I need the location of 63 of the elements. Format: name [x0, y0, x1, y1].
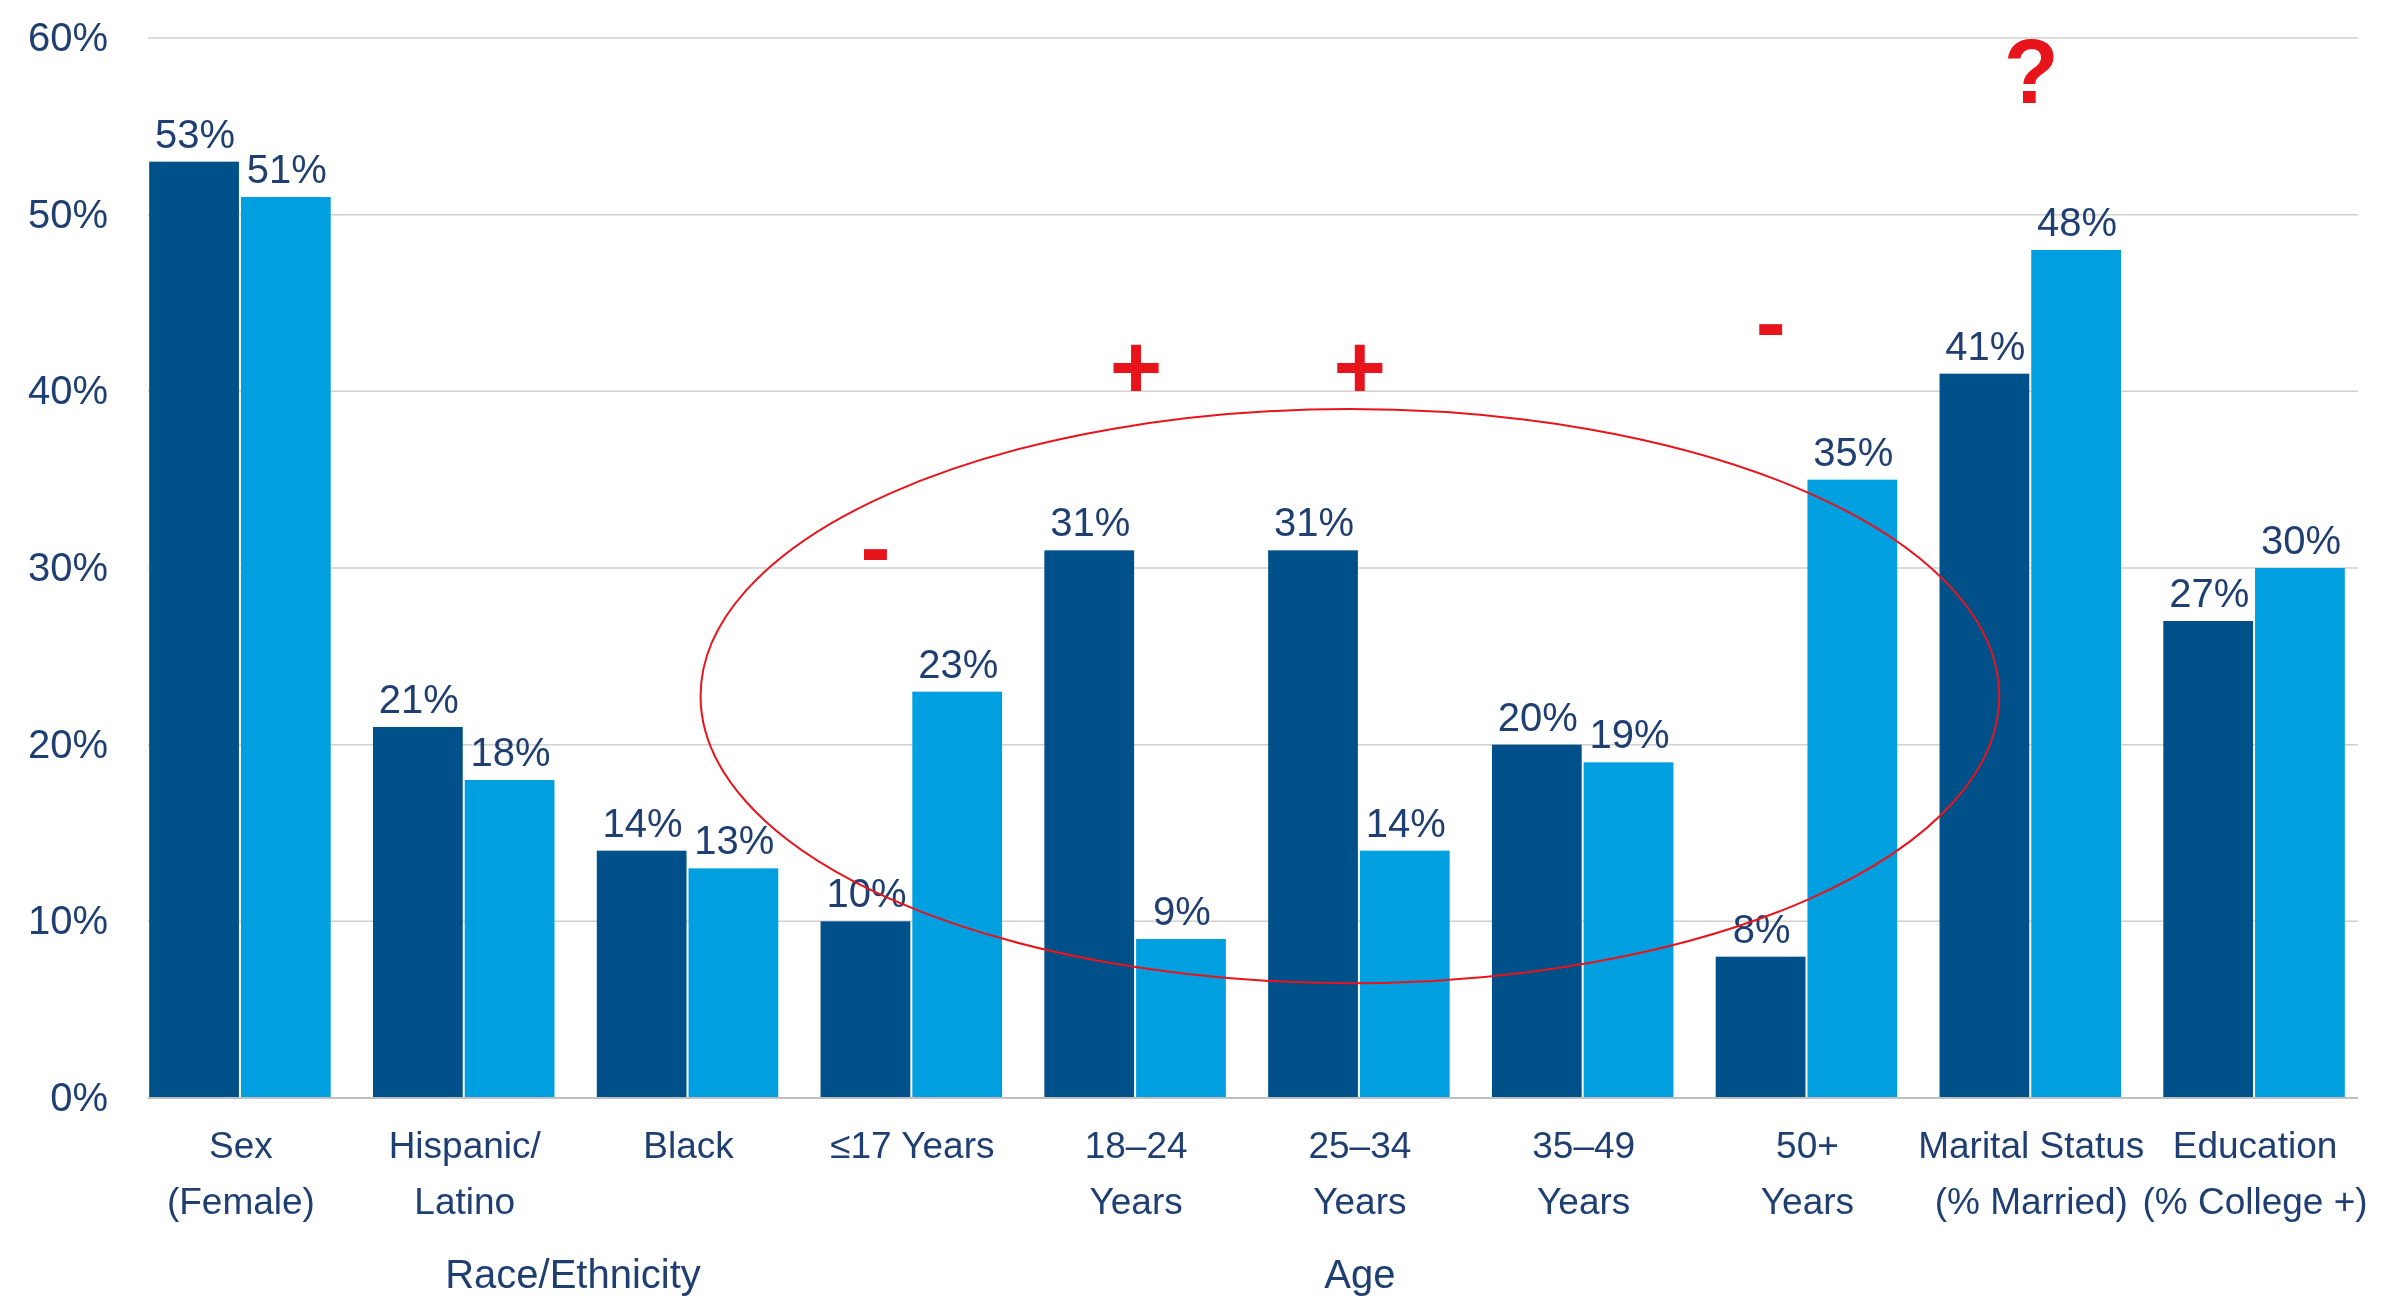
data-label: 20%: [1497, 694, 1578, 739]
bar: [1359, 850, 1450, 1098]
annotation: -: [860, 497, 891, 597]
bar: [1807, 479, 1898, 1098]
x-tick-label: Education (% College +): [2142, 1125, 2368, 1222]
x-tick-label: 35–49 Years: [1532, 1125, 1636, 1222]
data-label: 23%: [918, 641, 999, 686]
bar: [372, 727, 463, 1098]
x-tick-label: 18–24 Years: [1084, 1125, 1188, 1222]
x-tick-label: Sex (Female): [166, 1125, 315, 1222]
bar: [596, 850, 687, 1098]
annotation: +: [1109, 317, 1163, 417]
y-tick-label: 0%: [50, 1075, 108, 1119]
data-label: 48%: [2037, 200, 2118, 244]
bar: [688, 868, 779, 1098]
data-label: 31%: [1050, 500, 1131, 545]
annotation: -: [1755, 272, 1786, 372]
bar: [820, 921, 911, 1098]
data-label: 14%: [1365, 800, 1446, 845]
data-label: 18%: [470, 730, 551, 774]
bar: [1268, 550, 1358, 1098]
text: Age: [1324, 1252, 1396, 1296]
data-label: 53%: [155, 111, 236, 156]
data-label: 14%: [602, 800, 683, 845]
bar: [1939, 373, 2030, 1098]
x-tick-label: Hispanic/ Latino: [388, 1125, 542, 1222]
bar: [464, 780, 555, 1098]
x-tick-label: Black: [643, 1125, 735, 1166]
data-label: 21%: [378, 677, 459, 721]
bar: [912, 691, 1003, 1098]
bar: [1491, 744, 1582, 1098]
data-label: 19%: [1589, 712, 1670, 757]
bar: [1715, 956, 1806, 1098]
x-tick-label: 25–34 Years: [1308, 1125, 1412, 1222]
bar: [1044, 550, 1135, 1098]
data-label: 41%: [1945, 323, 2026, 368]
annotation: +: [1333, 317, 1387, 417]
data-label: 35%: [1813, 429, 1894, 474]
y-tick-label: 60%: [27, 15, 108, 59]
x-tick-label: Marital Status (% Married): [1918, 1125, 2145, 1222]
data-label: 51%: [246, 147, 327, 191]
annotation: ?: [2003, 22, 2059, 122]
y-tick-label: 40%: [27, 368, 108, 413]
bar: [1583, 762, 1674, 1098]
data-label: 31%: [1273, 500, 1355, 545]
bar: [2163, 621, 2254, 1098]
bar: [149, 161, 239, 1098]
bar: [1136, 939, 1226, 1098]
data-label: 27%: [2169, 571, 2250, 615]
y-tick-label: 10%: [27, 898, 108, 943]
y-tick-label: 50%: [27, 191, 108, 236]
bar: [2255, 568, 2345, 1098]
x-tick-label: ≤17 Years: [830, 1125, 995, 1166]
y-tick-label: 30%: [27, 545, 108, 589]
data-label: 30%: [2260, 518, 2341, 562]
y-tick-label: 20%: [27, 721, 108, 766]
bar: [240, 197, 331, 1098]
data-label: 9%: [1153, 889, 1211, 933]
data-label: 8%: [1732, 906, 1791, 951]
data-label: 13%: [694, 818, 775, 863]
text: Race/Ethnicity: [445, 1252, 701, 1296]
x-tick-label: 50+ Years: [1760, 1125, 1855, 1222]
bar: [2031, 250, 2122, 1098]
